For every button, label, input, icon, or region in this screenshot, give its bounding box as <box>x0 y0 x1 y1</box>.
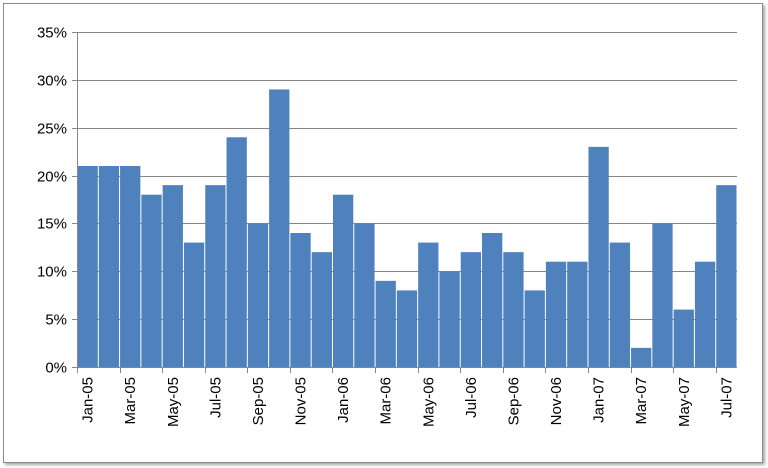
y-tick-label: 0% <box>45 360 67 377</box>
bar-sep-05 <box>247 223 269 367</box>
x-tick-label: Jan-06 <box>335 377 352 423</box>
x-tick-label: Sep-05 <box>250 377 267 425</box>
bar-jun-06 <box>439 271 460 367</box>
x-tick-label: Mar-07 <box>633 377 650 425</box>
bar-jun-07 <box>694 261 716 367</box>
bar-aug-05 <box>226 137 247 367</box>
bar-dec-06 <box>567 261 588 367</box>
bar-mar-07 <box>631 347 652 367</box>
y-tick-label: 20% <box>37 169 67 186</box>
x-tick-label: Jan-05 <box>80 377 97 423</box>
bar-apr-06 <box>396 290 418 367</box>
y-tick-label: 5% <box>45 312 67 329</box>
bar-jun-05 <box>183 242 205 367</box>
bar-may-06 <box>418 242 439 367</box>
bar-jul-05 <box>205 185 226 367</box>
y-tick-label: 10% <box>37 264 67 281</box>
x-tick-label: May-07 <box>676 377 693 427</box>
bar-jan-07 <box>588 146 609 367</box>
bar-feb-06 <box>354 223 375 367</box>
bar-nov-06 <box>545 261 567 367</box>
x-tick-label: Jan-07 <box>591 377 608 423</box>
bar-nov-05 <box>290 233 311 367</box>
bar-oct-06 <box>524 290 545 367</box>
bar-aug-06 <box>482 233 503 367</box>
y-tick-label: 15% <box>37 216 67 233</box>
bar-oct-05 <box>269 89 290 367</box>
x-tick-label: Jul-05 <box>207 377 224 418</box>
x-tick-label: Mar-06 <box>378 377 395 425</box>
x-tick-label: Sep-06 <box>505 377 522 425</box>
x-tick-label: May-05 <box>165 377 182 427</box>
bar-apr-05 <box>141 194 162 367</box>
bar-may-05 <box>162 185 183 367</box>
bar-mar-06 <box>375 280 396 367</box>
x-tick-label: Mar-05 <box>122 377 139 425</box>
y-tick-label: 25% <box>37 121 67 138</box>
bar-sep-06 <box>503 252 524 367</box>
bar-mar-05 <box>120 166 141 367</box>
bar-feb-05 <box>98 166 120 367</box>
bar-may-07 <box>673 309 694 367</box>
bar-feb-07 <box>609 242 631 367</box>
bar-jan-06 <box>332 194 354 367</box>
x-tick-label: Jul-06 <box>463 377 480 418</box>
y-tick-label: 35% <box>37 25 67 42</box>
bar-jan-05 <box>77 166 98 367</box>
x-tick-label: May-06 <box>420 377 437 427</box>
x-tick-label: Nov-06 <box>548 377 565 425</box>
x-tick-label: Jul-07 <box>718 377 735 418</box>
bar-dec-05 <box>311 252 332 367</box>
bar-jul-07 <box>716 185 737 367</box>
y-tick-label: 30% <box>37 73 67 90</box>
bar-jul-06 <box>460 252 482 367</box>
x-tick-label: Nov-05 <box>293 377 310 425</box>
bar-apr-07 <box>652 223 673 367</box>
